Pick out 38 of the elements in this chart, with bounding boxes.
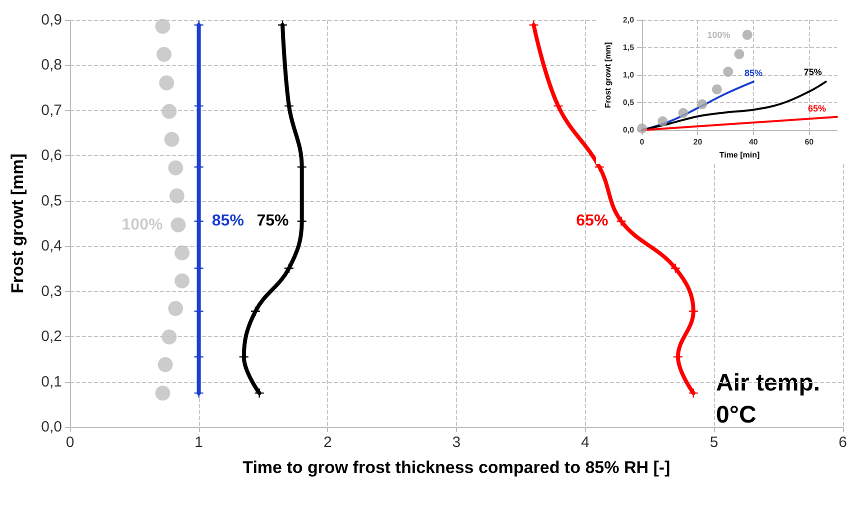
y-axis-title: Frost growt [mm] — [8, 154, 27, 294]
x-tick-label: 1 — [194, 434, 203, 451]
x-axis-title: Time to grow frost thickness compared to 85% RH [-] — [242, 458, 670, 477]
y-tick-label: 0,0 — [41, 418, 62, 436]
x-tick-label: 20 — [693, 138, 703, 147]
y-tick-label: 0,6 — [41, 147, 62, 164]
series-label: 85% — [212, 212, 244, 230]
x-tick-label: 40 — [748, 138, 758, 147]
series-label: 75% — [804, 67, 822, 78]
x-tick-label: 3 — [452, 434, 461, 451]
y-tick-label: 0,7 — [41, 102, 62, 119]
y-tick-label: 0,2 — [41, 328, 62, 346]
series-label: 100% — [707, 30, 730, 40]
y-tick-label: 0,8 — [41, 56, 62, 74]
y-tick-label: 0,9 — [41, 12, 62, 28]
x-tick-label: 60 — [804, 138, 814, 147]
y-tick-label: 0,5 — [41, 192, 62, 210]
annotation: Air temp. 0°C — [716, 370, 827, 428]
y-tick-label: 0,1 — [41, 373, 62, 390]
x-axis-title: Time [min] — [719, 150, 760, 160]
y-tick-label: 1,0 — [622, 70, 635, 80]
series-label: 75% — [256, 212, 289, 230]
x-tick-label: 0 — [640, 138, 645, 147]
x-tick-label: 2 — [323, 434, 332, 451]
y-tick-label: 1,5 — [622, 43, 635, 52]
series-label: 65% — [808, 103, 826, 114]
y-tick-label: 0,0 — [622, 126, 635, 135]
series-label: 85% — [744, 68, 762, 78]
y-tick-label: 0,5 — [622, 98, 635, 108]
y-tick-label: 0,4 — [41, 238, 62, 255]
y-tick-label: 0,3 — [41, 282, 62, 300]
y-tick-label: 2,0 — [622, 16, 635, 24]
series-label: 65% — [576, 212, 608, 230]
x-tick-label: 4 — [581, 434, 590, 451]
x-tick-label: 5 — [710, 434, 718, 451]
x-tick-label: 6 — [838, 434, 847, 451]
y-axis-title: Frost growt [mm] — [604, 42, 612, 108]
x-tick-label: 0 — [66, 434, 74, 451]
